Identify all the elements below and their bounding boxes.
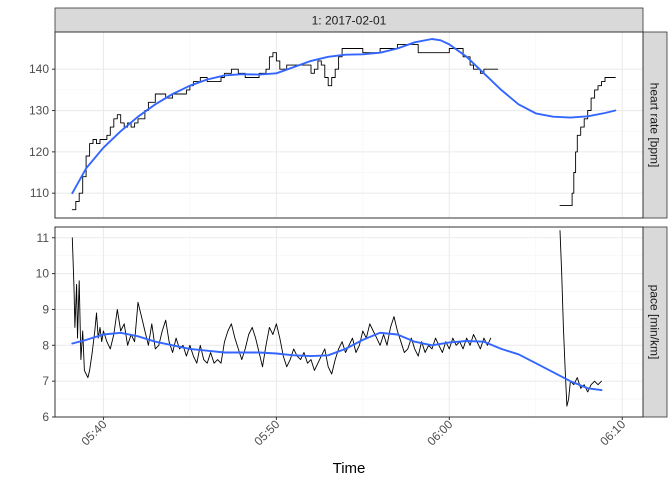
- panel-heart-rate: 110 120 130 140: [29, 31, 644, 219]
- panel-pace-background: [55, 227, 643, 417]
- x-axis-title: Time: [333, 460, 366, 477]
- pace-smooth-line: [71, 331, 603, 392]
- heart-rate-smooth-line: [71, 38, 617, 195]
- facet-strip-heart-rate-label: heart rate [bpm]: [648, 83, 662, 168]
- panel-pace-border: [54, 226, 644, 418]
- heart-rate-y-tick-label: 140: [29, 62, 49, 76]
- heart-rate-y-tick-label: 130: [29, 104, 49, 118]
- pace-raw-line-0: [71, 237, 492, 379]
- facet-strip-top: [54, 7, 644, 33]
- panel-pace: 6 7 8 9 10 11: [36, 226, 644, 424]
- pace-y-tick-label: 6: [42, 410, 49, 424]
- heart-rate-raw-line-0: [71, 43, 499, 211]
- pace-y-tick-label: 8: [42, 338, 49, 352]
- heart-rate-raw-line-1: [559, 77, 616, 207]
- heart-rate-y-tick-label: 120: [29, 145, 49, 159]
- panel-heart-rate-background: [55, 32, 643, 218]
- pace-y-tick-label: 9: [42, 302, 49, 316]
- facet-strip-heart-rate: [642, 31, 668, 219]
- panel-heart-rate-border: [54, 31, 644, 219]
- heart-rate-y-tick-label: 110: [30, 186, 49, 200]
- facet-strip-top-label: 1: 2017-02-01: [312, 14, 387, 28]
- facet-strip-pace-label: pace [min/km]: [648, 285, 662, 360]
- pace-y-tick-label: 7: [42, 374, 49, 388]
- facet-strip-pace: [642, 226, 668, 418]
- pace-y-tick-label: 10: [36, 267, 50, 281]
- pace-y-tick-label: 11: [37, 231, 50, 245]
- pace-raw-line-1: [559, 230, 602, 407]
